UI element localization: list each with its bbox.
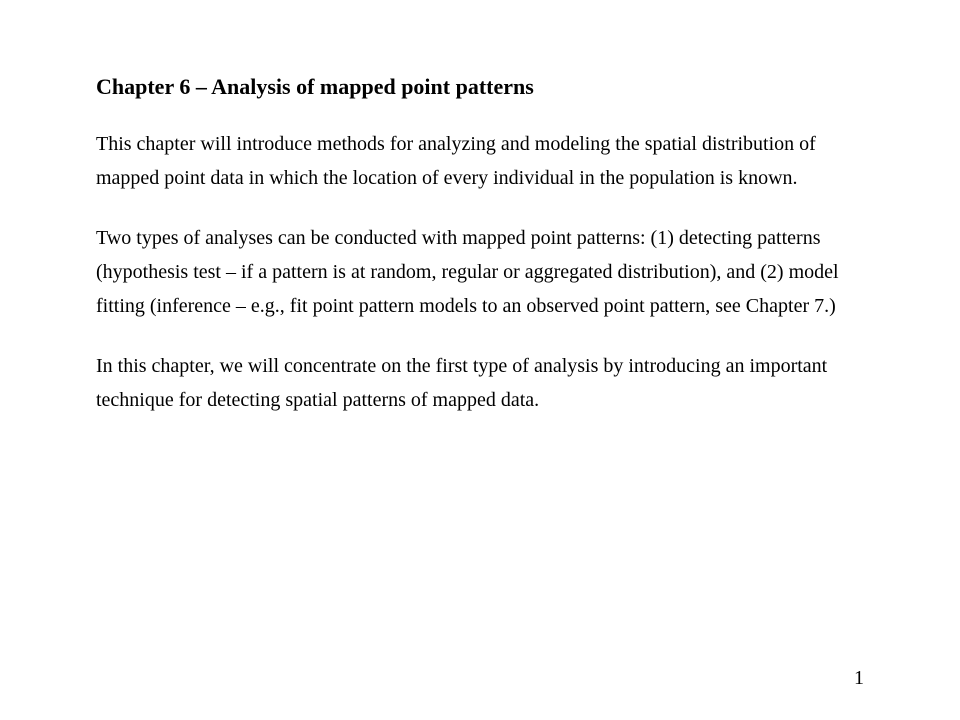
page-number: 1 bbox=[854, 667, 864, 690]
paragraph-3: In this chapter, we will concentrate on … bbox=[96, 349, 864, 417]
paragraph-1: This chapter will introduce methods for … bbox=[96, 127, 864, 195]
document-page: Chapter 6 – Analysis of mapped point pat… bbox=[0, 0, 960, 720]
paragraph-2: Two types of analyses can be conducted w… bbox=[96, 221, 864, 323]
chapter-title: Chapter 6 – Analysis of mapped point pat… bbox=[96, 72, 864, 103]
